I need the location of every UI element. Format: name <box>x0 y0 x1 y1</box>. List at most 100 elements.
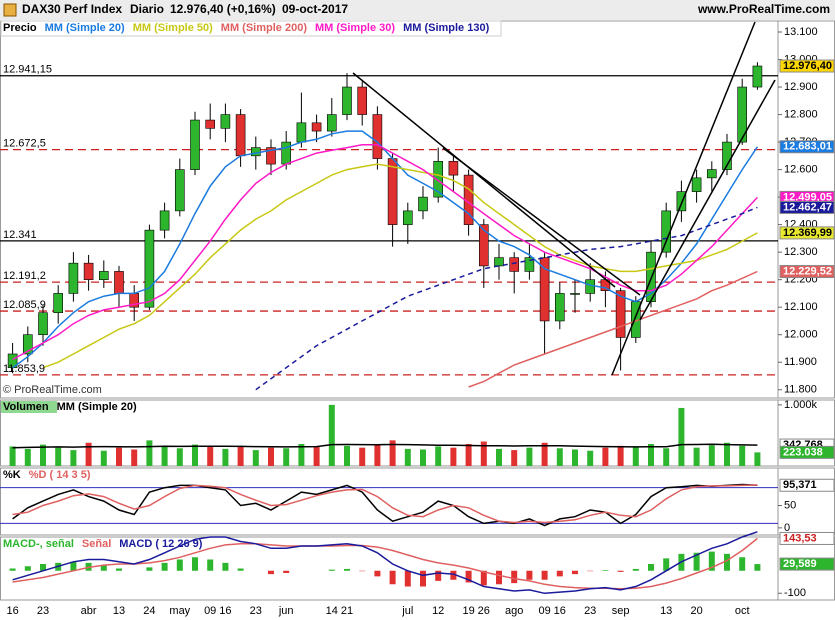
histogram-bar <box>237 568 244 571</box>
histogram-bar <box>541 570 548 580</box>
x-tick-label: 16 <box>219 605 231 617</box>
x-tick-label: 23 <box>584 605 596 617</box>
x-tick-label: jun <box>278 605 294 617</box>
y-tick-label: 50 <box>784 499 796 511</box>
trend-line <box>352 72 616 288</box>
candle-body <box>220 114 231 129</box>
legend-entry: MACD-, señal <box>3 538 74 550</box>
value-tag-label: 12.369,99 <box>783 227 832 239</box>
volume-bar <box>693 447 700 466</box>
legend-entry: MACD ( 12 26 9) <box>119 538 202 550</box>
value-tag <box>779 140 835 154</box>
histogram-bar <box>283 570 290 573</box>
legend-entry: Precio <box>3 22 37 34</box>
volume-bar <box>602 447 609 466</box>
volume-bar <box>389 440 396 466</box>
last-price: 12.976,40 (+0,16%) <box>170 2 276 16</box>
candle-body <box>706 169 717 179</box>
candle-body <box>585 279 596 294</box>
y-tick-label: 12.600 <box>784 164 818 176</box>
candle-body <box>159 210 170 231</box>
candle-body <box>737 86 748 143</box>
x-tick-label: 23 <box>37 605 49 617</box>
histogram-bar <box>450 570 457 580</box>
x-tick-label: ago <box>505 605 523 617</box>
histogram-bar <box>176 559 183 571</box>
candle-body <box>752 65 763 88</box>
histogram-bar <box>161 562 168 571</box>
histogram-bar <box>328 569 335 571</box>
candle-body <box>570 293 580 295</box>
watermark: © ProRealTime.com <box>3 384 102 396</box>
candle-body <box>175 169 185 212</box>
series-line <box>42 163 758 369</box>
value-tag <box>779 59 835 73</box>
volume-bar <box>435 446 442 466</box>
legend-entry: Señal <box>82 538 111 550</box>
candle-body <box>144 229 155 308</box>
value-tag <box>779 478 835 492</box>
level-label: 12.341 <box>3 229 37 241</box>
histogram-bar <box>70 561 77 571</box>
date: 09-oct-2017 <box>282 2 348 16</box>
candle-body <box>554 293 565 322</box>
value-tag-label: 12.683,01 <box>783 141 832 153</box>
level-label: 12.941,15 <box>3 64 52 76</box>
value-tag-label: 12.229,52 <box>783 265 832 277</box>
candle-body <box>281 141 292 165</box>
candle-body <box>448 161 459 176</box>
volume-bar <box>648 444 654 466</box>
x-tick-label: 23 <box>250 605 262 617</box>
value-tag <box>779 531 835 545</box>
histogram-bar <box>556 570 563 577</box>
trend-lines <box>352 21 776 376</box>
x-tick-label: may <box>169 605 190 617</box>
volume-bar <box>344 445 350 466</box>
volume-bar <box>465 444 472 466</box>
volume-bar <box>496 448 502 466</box>
value-tag-label: 12.499,05 <box>783 191 832 203</box>
volume-bar <box>724 442 730 466</box>
histogram-bar <box>404 570 411 587</box>
x-tick-label: 20 <box>690 605 702 617</box>
candle-body <box>494 257 504 267</box>
histogram-bar <box>116 568 122 571</box>
volume-bar <box>192 444 198 466</box>
level-label: 12.085,9 <box>3 299 46 311</box>
volume-bar <box>708 445 715 466</box>
histogram-bar <box>435 570 442 581</box>
histogram-bar <box>496 570 502 585</box>
volume-bar <box>176 448 183 466</box>
histogram-bar <box>40 564 46 571</box>
series-line <box>12 443 758 449</box>
x-tick-label: 09 <box>538 605 550 617</box>
trend-line <box>611 21 756 376</box>
candle-body <box>372 114 383 159</box>
candle-body <box>99 271 109 280</box>
y-tick-label: 12.300 <box>784 246 818 258</box>
volume-bar <box>116 447 122 466</box>
volume-bar <box>85 442 92 466</box>
value-tag-label: 143,53 <box>783 532 817 544</box>
candle-body <box>402 210 413 225</box>
histogram-bar <box>100 565 107 571</box>
x-tick-label: 09 <box>204 605 216 617</box>
volume-bar <box>40 444 46 466</box>
histogram-bar <box>602 570 609 571</box>
histogram-bar <box>222 562 229 571</box>
x-tick-label: oct <box>735 605 750 617</box>
candle-body <box>83 262 94 280</box>
level-label: 12.191,2 <box>3 270 46 282</box>
y-tick-label: 11.900 <box>784 356 817 368</box>
candle-body <box>509 257 520 272</box>
x-tick-label: 16 <box>6 605 18 617</box>
legend-entry: MM (Simple 50) <box>133 22 213 34</box>
x-tick-label: jul <box>401 605 413 617</box>
legend-entry: Volumen <box>3 401 49 413</box>
candle-body <box>114 271 124 294</box>
candle-body <box>190 119 200 170</box>
level-label: 11.853,9 <box>3 363 45 375</box>
menu-icon[interactable] <box>3 3 17 17</box>
histogram-bar <box>374 570 381 577</box>
